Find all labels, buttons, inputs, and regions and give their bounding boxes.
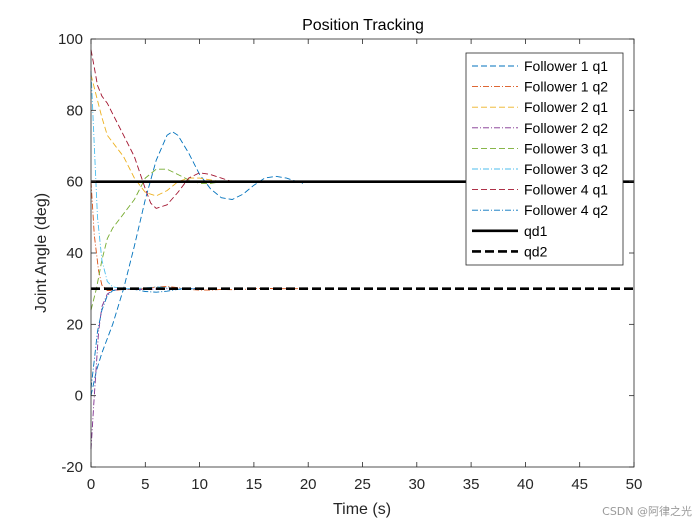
y-axis-label: Joint Angle (deg) <box>33 193 50 313</box>
x-tick-label: 40 <box>517 476 534 493</box>
x-tick-label: 50 <box>626 476 643 493</box>
chart-title: Position Tracking <box>302 17 424 34</box>
legend-label: Follower 4 q2 <box>524 202 608 218</box>
legend-label: qd1 <box>524 223 548 239</box>
legend-label: Follower 1 q1 <box>524 58 608 74</box>
x-tick-label: 25 <box>354 476 371 493</box>
series-line-follower-1-q1 <box>90 131 303 396</box>
x-tick-label: 20 <box>300 476 317 493</box>
legend-label: Follower 2 q1 <box>524 99 608 115</box>
y-tick-label: 20 <box>66 316 83 333</box>
x-tick-label: 0 <box>87 476 95 493</box>
x-tick-label: 35 <box>463 476 480 493</box>
x-tick-label: 30 <box>408 476 425 493</box>
legend: Follower 1 q1 Follower 1 q2 Follower 2 q1 F… <box>465 52 624 266</box>
series-line-follower-4-q1 <box>90 49 243 209</box>
y-tick-label: -20 <box>61 459 83 476</box>
x-tick-label: 5 <box>141 476 149 493</box>
legend-label: Follower 1 q2 <box>524 79 608 95</box>
x-tick-label: 10 <box>191 476 208 493</box>
series-line-follower-2-q1 <box>90 74 233 197</box>
legend-label: Follower 3 q1 <box>524 140 608 156</box>
y-tick-label: 100 <box>58 31 83 48</box>
y-tick-label: 60 <box>66 174 83 191</box>
x-tick-label: 45 <box>571 476 588 493</box>
y-tick-label: 80 <box>66 102 83 119</box>
x-axis-label: Time (s) <box>333 501 391 518</box>
x-tick-label: 15 <box>246 476 263 493</box>
legend-label: Follower 2 q2 <box>524 120 608 136</box>
legend-label: Follower 4 q1 <box>524 182 608 198</box>
legend-label: qd2 <box>524 243 548 259</box>
watermark-text: CSDN @阿律之光 <box>602 505 692 518</box>
legend-label: Follower 3 q2 <box>524 161 608 177</box>
y-tick-label: 0 <box>75 388 83 405</box>
y-tick-label: 40 <box>66 245 83 262</box>
